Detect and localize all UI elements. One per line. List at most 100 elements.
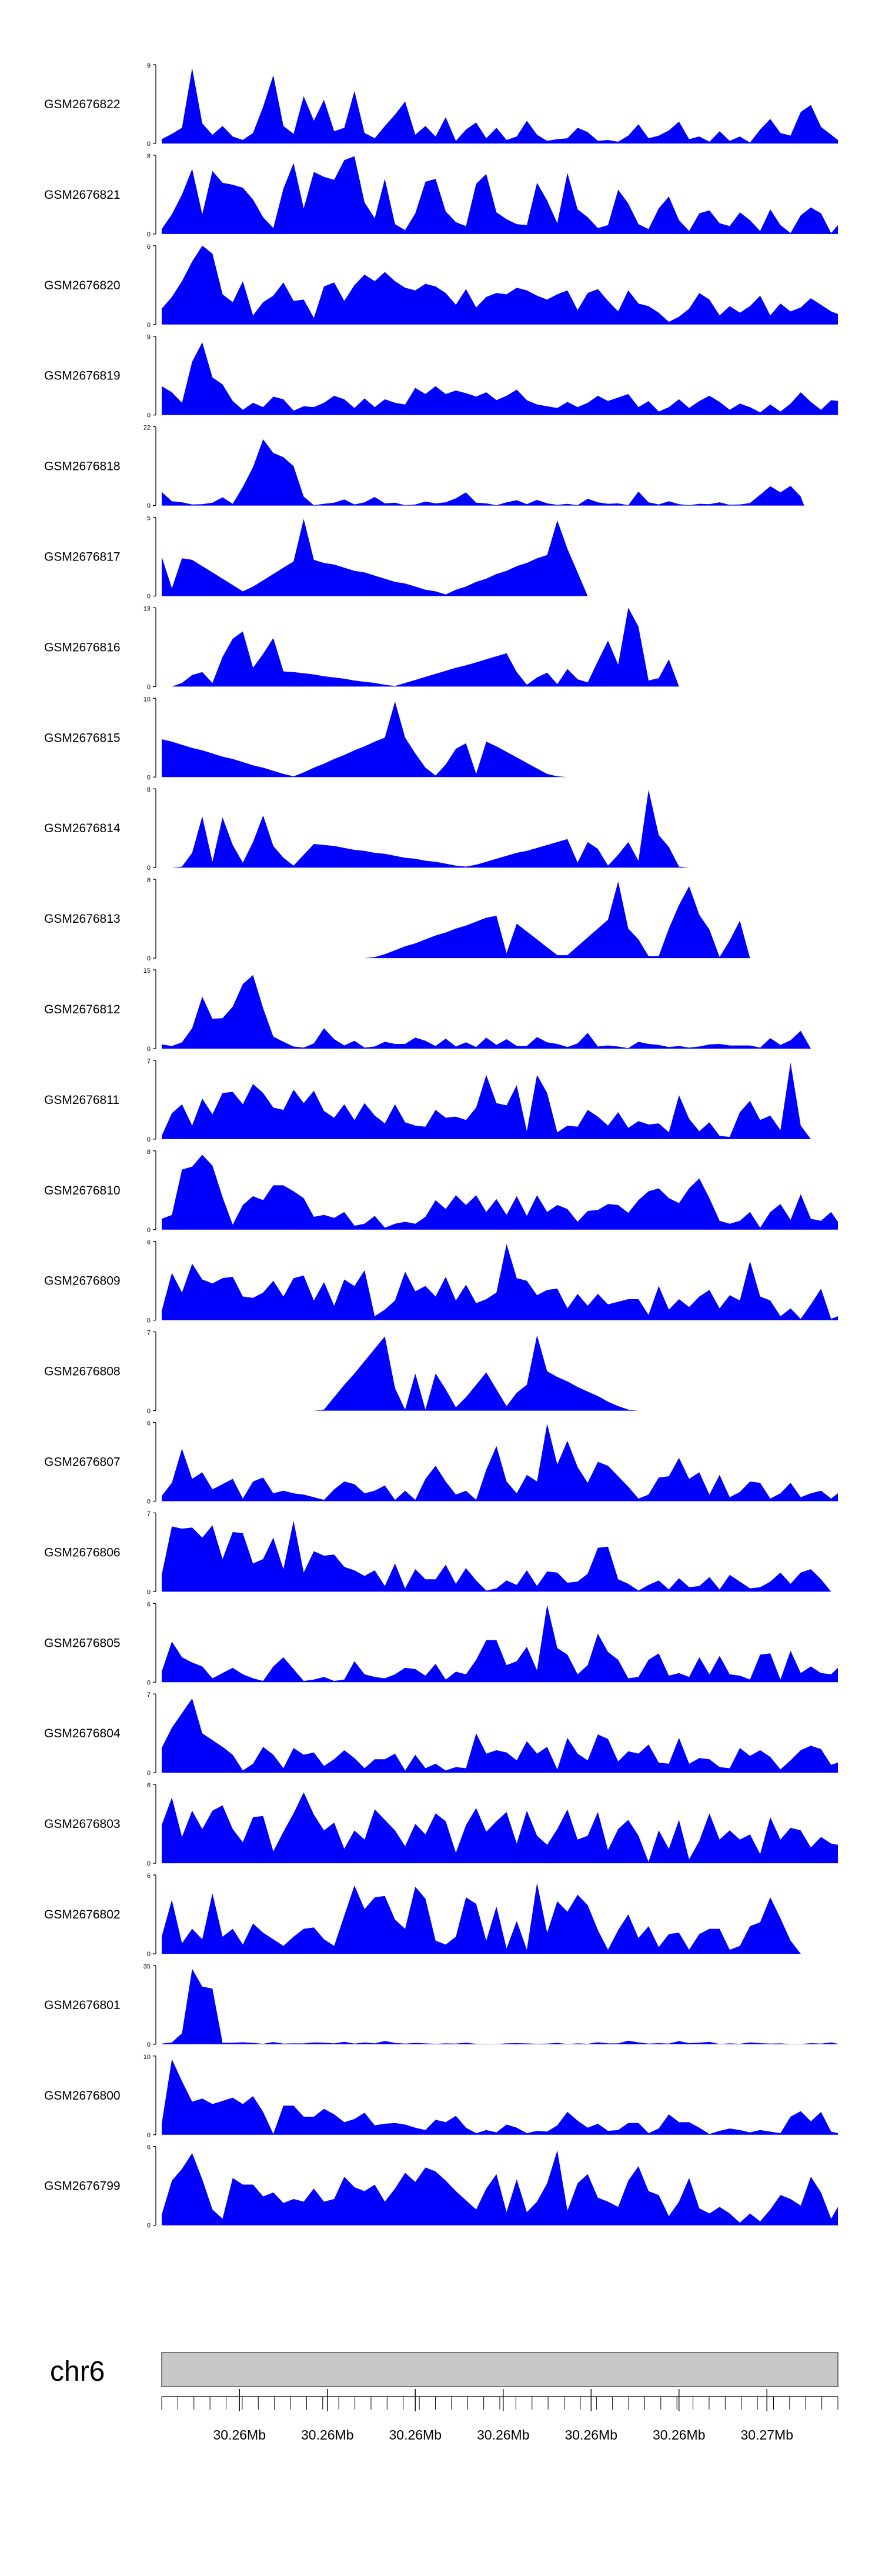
- track: GSM2676810 8 0: [44, 1149, 838, 1234]
- track-label: GSM2676799: [44, 2180, 121, 2193]
- y-tick-label: 0: [147, 1860, 151, 1867]
- x-tick-label: 30.26Mb: [301, 2427, 354, 2442]
- track-label: GSM2676821: [44, 188, 121, 202]
- y-tick-label: 0: [147, 1770, 151, 1777]
- y-tick-label: 0: [147, 593, 151, 600]
- coverage-area: [162, 156, 838, 234]
- y-tick-label: 7: [147, 1330, 151, 1337]
- track-label: GSM2676807: [44, 1456, 121, 1469]
- track-label: GSM2676810: [44, 1184, 121, 1197]
- track: GSM2676821 8 0: [44, 153, 838, 238]
- y-tick-label: 0: [147, 231, 151, 238]
- genomic-axis: chr6 30.26Mb 30.26Mb 30.26Mb 30.26Mb 30.26Mb 3…: [50, 2352, 838, 2442]
- track-label: GSM2676802: [44, 1908, 121, 1921]
- track: GSM2676800 10 0: [44, 2054, 838, 2139]
- y-tick-label: 0: [147, 865, 151, 872]
- track-label: GSM2676813: [44, 912, 121, 926]
- y-tick-label: 6: [147, 1782, 151, 1789]
- track: GSM2676803 6 0: [44, 1782, 838, 1867]
- track: GSM2676807 6 0: [44, 1420, 838, 1506]
- coverage-area: [162, 1792, 838, 1864]
- coverage-area: [162, 701, 737, 778]
- track-label: GSM2676804: [44, 1727, 121, 1740]
- y-tick-label: 0: [147, 1499, 151, 1506]
- track-label: GSM2676822: [44, 98, 121, 111]
- y-tick-label: 0: [147, 141, 151, 148]
- x-tick-label: 30.26Mb: [477, 2427, 530, 2442]
- track-label: GSM2676811: [44, 1093, 119, 1107]
- x-tick-label: 30.26Mb: [389, 2427, 442, 2442]
- y-tick-label: 10: [143, 2054, 151, 2061]
- y-tick-label: 9: [147, 62, 151, 69]
- y-tick-label: 8: [147, 1149, 151, 1156]
- track-label: GSM2676801: [44, 1998, 121, 2012]
- coverage-area: [162, 1423, 838, 1501]
- y-tick-label: 0: [147, 1046, 151, 1053]
- coverage-area: [162, 1520, 838, 1592]
- x-tick-label: 30.27Mb: [740, 2427, 793, 2442]
- x-tick-label: 30.26Mb: [653, 2427, 706, 2442]
- y-tick-label: 0: [147, 1136, 151, 1143]
- y-tick-label: 7: [147, 1691, 151, 1699]
- track: GSM2676799 6 0: [44, 2144, 838, 2230]
- track-label: GSM2676819: [44, 369, 121, 383]
- y-tick-label: 0: [147, 1408, 151, 1415]
- track: GSM2676819 9 0: [44, 334, 838, 419]
- coverage-area: [162, 975, 838, 1049]
- coverage-area: [162, 789, 804, 868]
- y-tick-label: 13: [143, 605, 151, 612]
- track-label: GSM2676815: [44, 731, 121, 745]
- y-tick-label: 6: [147, 243, 151, 251]
- track-label: GSM2676816: [44, 640, 121, 654]
- coverage-area: [162, 1335, 737, 1411]
- y-tick-label: 8: [147, 786, 151, 793]
- coverage-area: [162, 2059, 838, 2135]
- track: GSM2676812 15 0: [44, 967, 838, 1053]
- y-tick-label: 0: [147, 322, 151, 329]
- y-tick-label: 0: [147, 412, 151, 419]
- y-tick-label: 0: [147, 1951, 151, 1958]
- track-label: GSM2676817: [44, 550, 121, 564]
- y-tick-label: 6: [147, 2144, 151, 2151]
- y-tick-label: 6: [147, 1239, 151, 1246]
- x-tick-label: 30.26Mb: [564, 2427, 617, 2442]
- track-label: GSM2676805: [44, 1636, 121, 1650]
- coverage-area: [162, 2150, 838, 2225]
- y-tick-label: 0: [147, 503, 151, 510]
- track-label: GSM2676803: [44, 1817, 121, 1831]
- coverage-area: [162, 608, 838, 687]
- coverage-area: [162, 1698, 838, 1773]
- track-label: GSM2676818: [44, 460, 121, 473]
- y-tick-label: 7: [147, 1510, 151, 1517]
- y-tick-label: 0: [147, 1589, 151, 1596]
- y-tick-label: 0: [147, 683, 151, 690]
- coverage-area: [162, 519, 838, 596]
- y-tick-label: 0: [147, 774, 151, 781]
- track: GSM2676815 10 0: [44, 696, 737, 781]
- track: GSM2676809 6 0: [44, 1239, 838, 1324]
- y-tick-label: 22: [143, 425, 151, 432]
- track: GSM2676813 8 0: [44, 877, 838, 962]
- chromosome-label: chr6: [50, 2356, 105, 2387]
- coverage-area: [162, 881, 838, 959]
- y-tick-label: 6: [147, 1420, 151, 1427]
- track: GSM2676805 6 0: [44, 1601, 838, 1686]
- track: GSM2676802 6 0: [44, 1873, 831, 1958]
- y-tick-label: 35: [143, 1963, 151, 1970]
- y-tick-label: 8: [147, 877, 151, 884]
- coverage-area: [162, 1244, 838, 1320]
- coverage-area: [162, 439, 804, 506]
- track-label: GSM2676808: [44, 1365, 121, 1379]
- coverage-area: [162, 1883, 831, 1954]
- y-tick-label: 5: [147, 515, 151, 522]
- y-tick-label: 15: [143, 967, 151, 975]
- track-label: GSM2676800: [44, 2089, 121, 2103]
- y-tick-label: 10: [143, 696, 151, 703]
- y-tick-label: 0: [147, 1679, 151, 1686]
- y-tick-label: 0: [147, 1317, 151, 1324]
- track: GSM2676806 7 0: [44, 1510, 838, 1596]
- track: GSM2676822 9 0: [44, 62, 838, 148]
- y-tick-label: 9: [147, 334, 151, 341]
- track-label: GSM2676820: [44, 279, 121, 292]
